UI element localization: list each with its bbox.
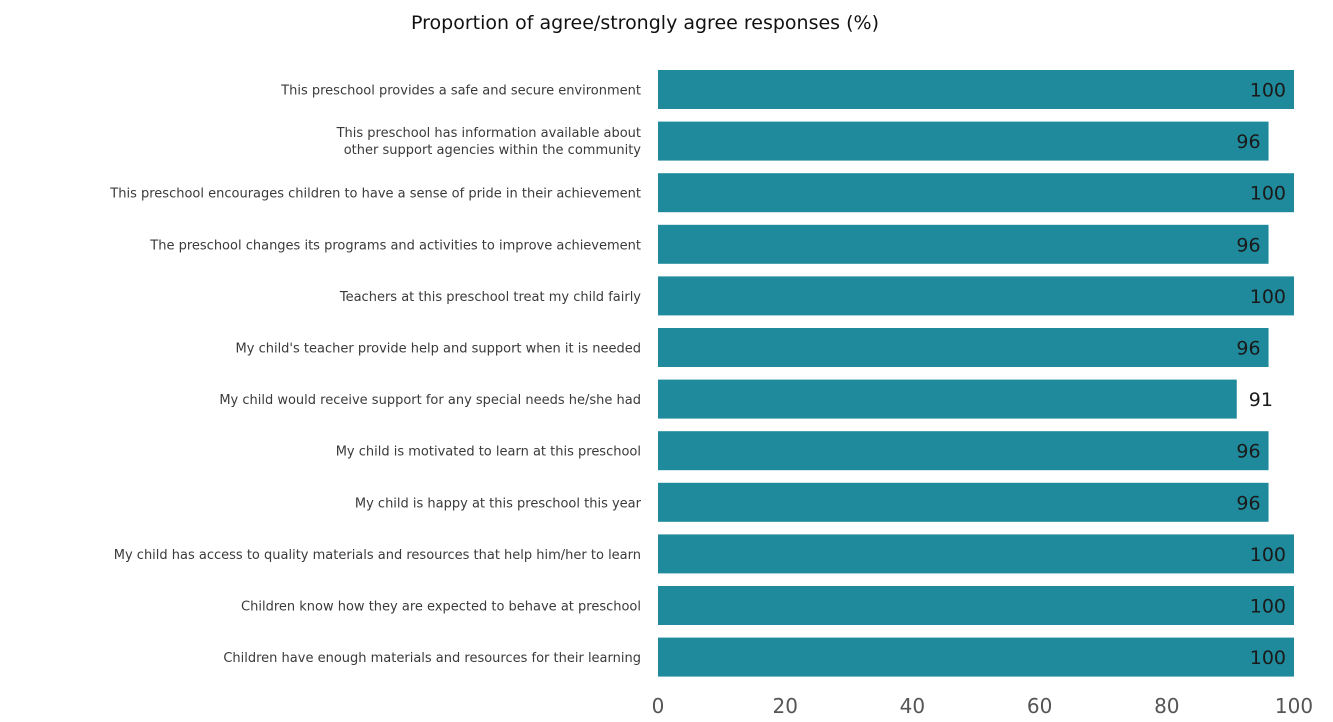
x-axis-ticks: 0 20 40 60 80 100	[652, 694, 1313, 718]
category-label: This preschool provides a safe and secur…	[280, 84, 641, 99]
category-label: My child is happy at this preschool this…	[355, 496, 642, 511]
data-label: 100	[1250, 647, 1286, 669]
data-label: 91	[1249, 389, 1273, 411]
bar	[658, 70, 1294, 109]
data-label: 100	[1250, 544, 1286, 566]
chart-title: Proportion of agree/strongly agree respo…	[411, 12, 879, 34]
bar	[658, 534, 1294, 574]
bar	[658, 121, 1269, 161]
data-label: 100	[1250, 286, 1286, 308]
x-tick-label: 80	[1154, 694, 1179, 718]
category-label: This preschool encourages children to ha…	[109, 187, 641, 202]
data-label: 96	[1236, 441, 1260, 463]
data-label: 100	[1250, 596, 1286, 618]
bar	[658, 379, 1237, 419]
bar	[658, 276, 1294, 316]
x-tick-label: 40	[900, 694, 925, 718]
data-label: 96	[1236, 131, 1260, 153]
x-tick-label: 0	[652, 694, 665, 718]
category-labels: This preschool provides a safe and secur…	[109, 84, 641, 667]
bar	[658, 173, 1294, 213]
data-label: 100	[1250, 80, 1286, 102]
category-label: Children know how they are expected to b…	[241, 600, 641, 615]
x-tick-label: 60	[1027, 694, 1052, 718]
bar	[658, 637, 1294, 677]
bar	[658, 328, 1269, 367]
category-label: Teachers at this preschool treat my chil…	[339, 290, 641, 305]
x-tick-label: 20	[772, 694, 797, 718]
category-label: My child has access to quality materials…	[114, 548, 641, 563]
x-tick-label: 100	[1275, 694, 1313, 718]
data-label: 100	[1250, 183, 1286, 205]
bar	[658, 224, 1269, 264]
category-label: Children have enough materials and resou…	[223, 651, 641, 666]
bar	[658, 431, 1269, 471]
data-label: 96	[1236, 234, 1260, 256]
data-label: 96	[1236, 338, 1260, 360]
category-label: My child would receive support for any s…	[219, 393, 641, 408]
bar	[658, 586, 1294, 625]
bar	[658, 482, 1269, 522]
bars-layer	[658, 70, 1294, 677]
category-label: This preschool has information available…	[336, 126, 642, 158]
data-labels: 100 96 100 96 100 96 91 96 96 100 100 100	[1236, 80, 1286, 670]
data-label: 96	[1236, 492, 1260, 514]
category-label: My child is motivated to learn at this p…	[336, 445, 641, 460]
category-label: My child's teacher provide help and supp…	[236, 342, 641, 357]
category-label: The preschool changes its programs and a…	[149, 238, 641, 253]
